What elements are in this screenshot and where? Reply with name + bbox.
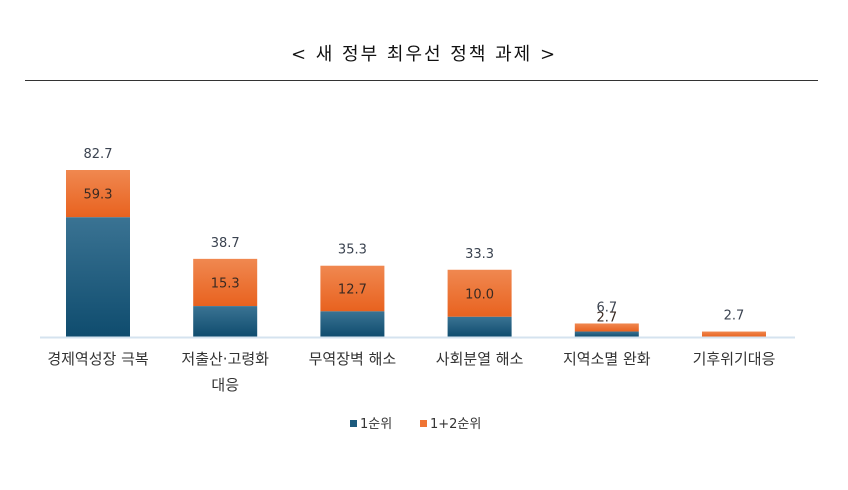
legend-swatch-1st (350, 420, 357, 427)
total-label: 2.7 (724, 309, 745, 324)
bar-1st-segment (447, 316, 512, 337)
first-rank-label: 10.0 (465, 287, 494, 302)
bar-1plus2-segment (574, 323, 639, 332)
bar-1st-segment (320, 311, 385, 337)
category-label: 경제역성장 극복 (47, 350, 148, 368)
bar-1st-segment (574, 331, 639, 337)
bar-1st-segment (66, 217, 130, 337)
first-rank-label: 15.3 (211, 276, 240, 291)
bar-1plus2-segment (447, 269, 512, 317)
legend-label-1st: 1순위 (360, 417, 392, 432)
category-label: 사회분열 해소 (436, 350, 524, 368)
bar-1plus2-segment (702, 331, 766, 337)
first-rank-label: 2.7 (596, 310, 617, 325)
bar-1plus2-segment (320, 265, 385, 312)
total-label: 38.7 (211, 236, 240, 251)
category-label: 저출산·고령화 (181, 350, 269, 368)
category-label: 지역소멸 완화 (563, 350, 651, 368)
chart-title: < 새 정부 최우선 정책 과제 > (290, 44, 558, 65)
total-label: 33.3 (465, 247, 494, 262)
total-label: 82.7 (84, 147, 113, 162)
title-divider (25, 80, 818, 81)
legend-swatch-1plus2 (420, 420, 427, 427)
bar-1st-segment (193, 306, 258, 337)
bar-1plus2-segment (193, 258, 258, 307)
category-label: 무역장벽 해소 (309, 350, 397, 368)
total-label: 35.3 (338, 243, 367, 258)
category-label: 기후위기대응 (693, 350, 776, 368)
legend-label-1plus2: 1+2순위 (430, 417, 481, 432)
first-rank-label: 12.7 (338, 283, 367, 298)
total-label: 6.7 (596, 300, 617, 315)
bar-1plus2-segment (66, 170, 130, 218)
first-rank-label: 59.3 (84, 188, 113, 203)
category-label: 대응 (211, 376, 239, 394)
